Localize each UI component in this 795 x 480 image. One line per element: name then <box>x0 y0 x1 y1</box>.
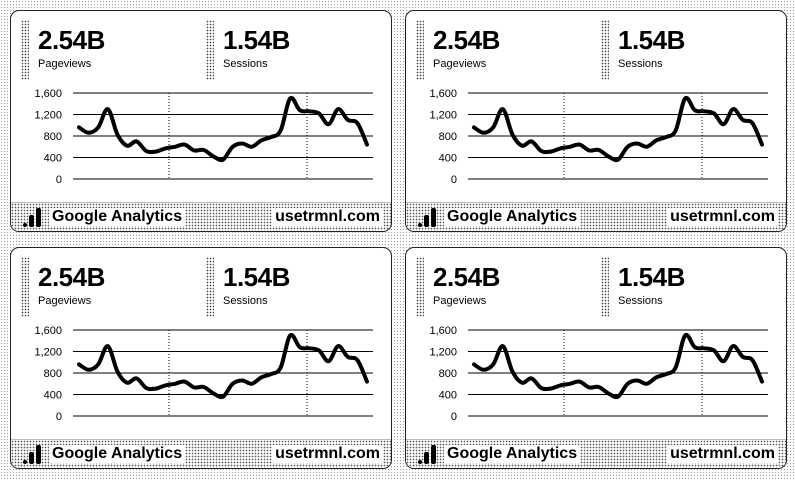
pageviews-label: Pageviews <box>38 295 92 307</box>
y-tick-label: 0 <box>451 174 457 186</box>
bar-chart-icon <box>23 207 43 227</box>
pageviews-label: Pageviews <box>38 58 92 70</box>
metric-dots <box>21 20 29 80</box>
y-tick-label: 0 <box>56 174 62 186</box>
pageviews-metric: 2.54B Pageviews <box>416 20 596 80</box>
metric-dots <box>21 257 29 317</box>
bar-chart-icon <box>23 444 43 464</box>
panel-footer: Google Analytics usetrmnl.com <box>11 202 391 231</box>
line-chart: 1,600 1,200 800 400 0 <box>34 325 373 423</box>
sessions-label: Sessions <box>618 295 663 307</box>
y-tick-label: 1,600 <box>429 88 457 100</box>
footer-site: usetrmnl.com <box>667 208 778 226</box>
sessions-metric: 1.54B Sessions <box>206 20 386 80</box>
pageviews-label: Pageviews <box>433 295 487 307</box>
y-tick-label: 1,200 <box>429 110 457 122</box>
y-tick-label: 400 <box>44 153 62 165</box>
sessions-metric: 1.54B Sessions <box>601 20 781 80</box>
sessions-label: Sessions <box>223 58 268 70</box>
line-chart: 1,600 1,200 800 400 0 <box>429 88 768 186</box>
sessions-value: 1.54B <box>223 262 290 292</box>
panel-footer: Google Analytics usetrmnl.com <box>406 202 786 231</box>
footer-title: Google Analytics <box>444 445 581 463</box>
pageviews-value: 2.54B <box>433 262 500 292</box>
sessions-value: 1.54B <box>618 25 685 55</box>
sessions-label: Sessions <box>223 295 268 307</box>
y-tick-label: 800 <box>439 368 457 380</box>
y-tick-label: 1,200 <box>34 347 62 359</box>
footer-title: Google Analytics <box>49 208 186 226</box>
panel-footer: Google Analytics usetrmnl.com <box>11 439 391 468</box>
analytics-panel: 2.54B Pageviews 1.54B Sessions 1,600 1,20… <box>10 10 392 232</box>
sessions-metric: 1.54B Sessions <box>206 257 386 317</box>
y-tick-label: 400 <box>439 390 457 402</box>
sessions-value: 1.54B <box>618 262 685 292</box>
analytics-panel: 2.54B Pageviews 1.54B Sessions 1,600 1,20… <box>405 247 787 469</box>
footer-title: Google Analytics <box>444 208 581 226</box>
line-chart: 1,600 1,200 800 400 0 <box>429 325 768 423</box>
y-tick-label: 1,600 <box>429 325 457 337</box>
metric-dots <box>206 257 214 317</box>
metric-dots <box>601 20 609 80</box>
pageviews-value: 2.54B <box>433 25 500 55</box>
metric-dots <box>206 20 214 80</box>
metric-dots <box>416 20 424 80</box>
sessions-label: Sessions <box>618 58 663 70</box>
analytics-panel: 2.54B Pageviews 1.54B Sessions 1,600 1,20… <box>10 247 392 469</box>
series-line <box>77 95 369 163</box>
y-tick-label: 0 <box>451 411 457 423</box>
pageviews-value: 2.54B <box>38 25 105 55</box>
pageviews-label: Pageviews <box>433 58 487 70</box>
y-tick-label: 800 <box>439 131 457 143</box>
sessions-value: 1.54B <box>223 25 290 55</box>
pageviews-metric: 2.54B Pageviews <box>416 257 596 317</box>
y-tick-label: 800 <box>44 131 62 143</box>
y-tick-label: 1,200 <box>34 110 62 122</box>
y-tick-label: 1,600 <box>34 88 62 100</box>
y-tick-label: 400 <box>44 390 62 402</box>
analytics-panel: 2.54B Pageviews 1.54B Sessions 1,600 1,20… <box>405 10 787 232</box>
pageviews-value: 2.54B <box>38 262 105 292</box>
pageviews-metric: 2.54B Pageviews <box>21 20 201 80</box>
sessions-metric: 1.54B Sessions <box>601 257 781 317</box>
footer-site: usetrmnl.com <box>667 445 778 463</box>
y-tick-label: 800 <box>44 368 62 380</box>
metric-dots <box>416 257 424 317</box>
bar-chart-icon <box>418 207 438 227</box>
footer-title: Google Analytics <box>49 445 186 463</box>
y-tick-label: 400 <box>439 153 457 165</box>
footer-site: usetrmnl.com <box>272 208 383 226</box>
series-line <box>472 332 764 400</box>
series-line <box>77 332 369 400</box>
bar-chart-icon <box>418 444 438 464</box>
footer-site: usetrmnl.com <box>272 445 383 463</box>
metric-dots <box>601 257 609 317</box>
line-chart: 1,600 1,200 800 400 0 <box>34 88 373 186</box>
series-line <box>472 95 764 163</box>
y-tick-label: 0 <box>56 411 62 423</box>
y-tick-label: 1,600 <box>34 325 62 337</box>
y-tick-label: 1,200 <box>429 347 457 359</box>
pageviews-metric: 2.54B Pageviews <box>21 257 201 317</box>
panel-footer: Google Analytics usetrmnl.com <box>406 439 786 468</box>
